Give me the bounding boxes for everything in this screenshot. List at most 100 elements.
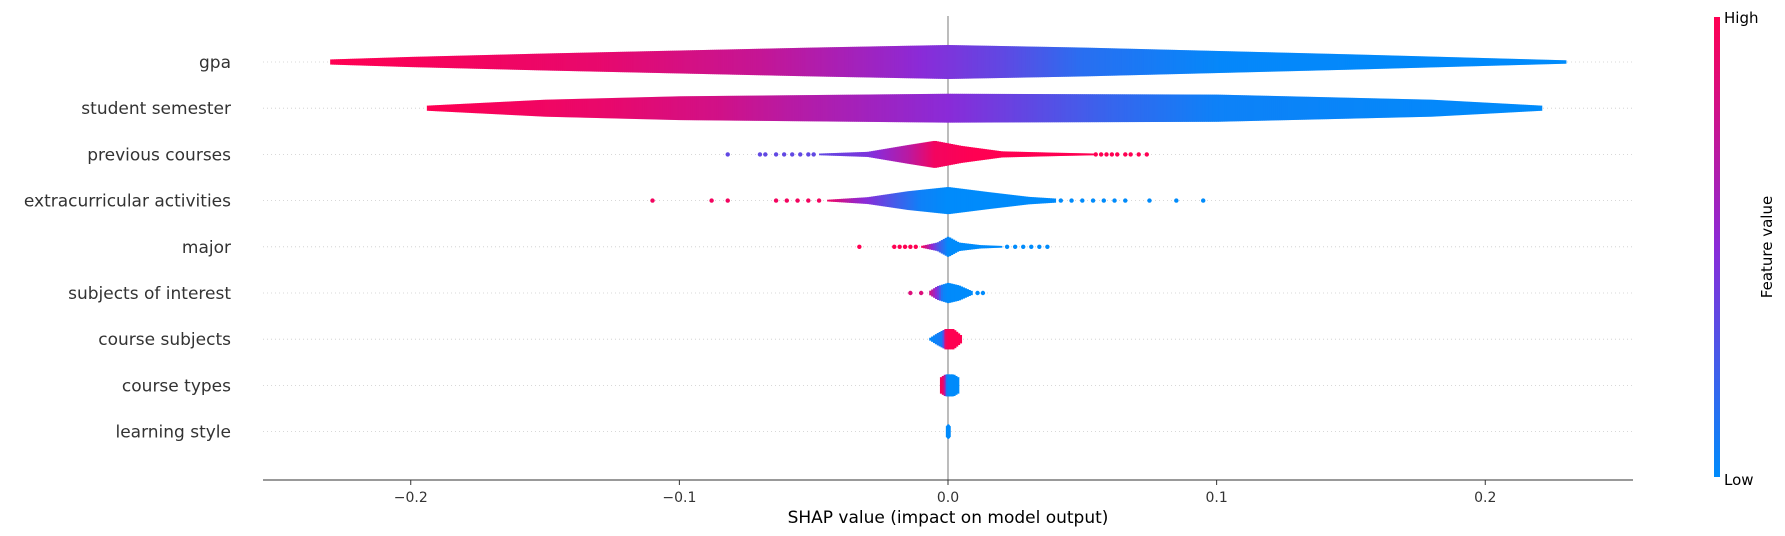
violin-slice [1133, 48, 1137, 76]
violin-slice [1203, 50, 1207, 74]
violin-slice [951, 374, 954, 397]
violin-slice [1501, 58, 1505, 66]
violin-slice [578, 98, 582, 118]
violin-slice [1022, 93, 1025, 123]
violin-slice [794, 95, 798, 122]
violin-slice [942, 187, 945, 214]
violin-slice [1441, 56, 1445, 68]
violin-slice [1463, 57, 1467, 67]
violin-slice [932, 188, 935, 213]
violin-slice [862, 46, 865, 78]
violin-slice [1485, 58, 1489, 66]
violin-slice [1259, 95, 1263, 121]
outlier-point [1069, 198, 1074, 203]
violin-slice [722, 49, 725, 75]
violin-slice [370, 58, 373, 66]
violin-slice [1157, 49, 1161, 75]
violin-previous-courses [819, 140, 1097, 168]
violin-slice [1209, 50, 1213, 74]
violin-slice [1483, 58, 1487, 66]
violin-slice [989, 192, 993, 209]
violin-slice [988, 149, 991, 160]
violin-slice [1128, 94, 1131, 123]
violin-slice [906, 94, 909, 123]
violin-slice [1084, 94, 1087, 123]
violin-slice [746, 49, 749, 75]
violin-slice [1241, 95, 1245, 122]
violin-slice [944, 93, 947, 123]
violin-slice [954, 375, 958, 395]
violin-slice [804, 95, 808, 122]
violin-slice [1287, 52, 1291, 72]
violin-slice [990, 93, 993, 123]
violin-slice [862, 151, 866, 157]
violin-slice [908, 45, 911, 79]
feature-label-subjects-of-interest: subjects of interest [68, 284, 231, 304]
violin-slice [846, 94, 850, 122]
violin-slice [1004, 151, 1007, 158]
violin-slice [628, 97, 632, 119]
violin-slice [1375, 55, 1379, 69]
violin-slice [1045, 152, 1049, 157]
violin-slice [946, 45, 949, 79]
violin-slice [1139, 49, 1143, 75]
violin-slice [706, 96, 710, 121]
violin-slice [744, 95, 748, 121]
violin-slice [800, 95, 804, 122]
violin-slice [1539, 59, 1543, 65]
violin-slice [726, 49, 729, 75]
violin-slice [1108, 94, 1111, 123]
violin-slice [1030, 152, 1033, 157]
violin-slice [1017, 46, 1021, 78]
violin-slice [837, 199, 840, 203]
violin-slice [552, 53, 555, 71]
violin-slice [942, 330, 945, 349]
violin-slice [914, 143, 918, 165]
violin-slice [1071, 47, 1075, 77]
violin-slice [1053, 47, 1057, 77]
violin-slice [810, 47, 813, 77]
violin-slice [1138, 94, 1141, 123]
violin-slice [1117, 48, 1121, 76]
violin-slice [1130, 94, 1133, 123]
outlier-point [1104, 152, 1109, 157]
violin-slice [1151, 49, 1155, 75]
violin-slice [1355, 97, 1359, 119]
violin-slice [1140, 94, 1143, 123]
violin-slice [632, 97, 636, 119]
x-tick-label: −0.2 [394, 490, 428, 506]
violin-slice [870, 151, 874, 158]
violin-slice [1080, 94, 1083, 123]
violin-slice [960, 93, 963, 123]
violin-slice [1079, 153, 1083, 156]
violin-slice [1035, 197, 1039, 204]
violin-slice [946, 282, 950, 304]
violin-slice [936, 45, 939, 79]
violin-slice [932, 140, 936, 168]
violin-slice [980, 148, 983, 161]
violin-slice [396, 57, 399, 67]
violin-slice [978, 148, 981, 161]
violin-slice [1275, 52, 1279, 72]
violin-slice [978, 93, 981, 123]
violin-slice [564, 99, 568, 118]
violin-slice [360, 58, 363, 66]
violin-slice [1200, 94, 1203, 122]
violin-slice [752, 48, 755, 76]
violin-slice [1247, 95, 1251, 122]
violin-slice [1023, 196, 1027, 205]
violin-slice [1098, 94, 1101, 123]
violin-slice [938, 241, 942, 253]
violin-slice [784, 95, 788, 122]
violin-slice [594, 98, 598, 118]
violin-slice [1239, 95, 1243, 122]
violin-slice [902, 45, 905, 79]
violin-slice [624, 97, 628, 119]
violin-slice [1257, 52, 1261, 72]
violin-slice [518, 54, 521, 70]
violin-slice [788, 48, 791, 76]
violin-slice [878, 149, 882, 160]
violin-slice [1051, 152, 1055, 157]
violin-slice [340, 59, 343, 65]
violin-slice [488, 54, 491, 70]
